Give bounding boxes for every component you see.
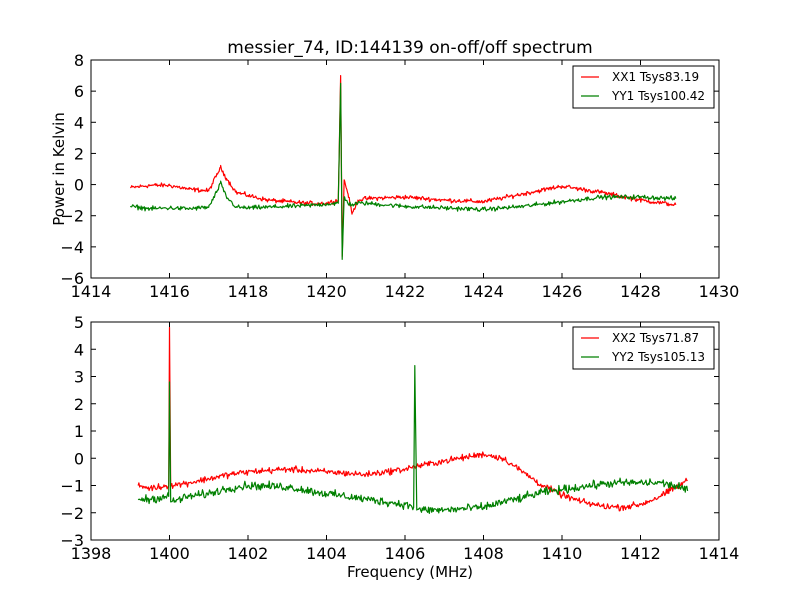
y-tick-label: 4: [74, 340, 84, 359]
x-tick-label: 1428: [620, 282, 661, 301]
series-line-xx2: [137, 326, 688, 512]
x-tick-label: 1424: [463, 282, 504, 301]
legend-box: [572, 65, 715, 109]
y-tick-label: −6: [60, 269, 84, 288]
legend-label-yy1: YY1 Tsys100.42: [611, 89, 705, 103]
plot-area-bottom: [137, 326, 689, 515]
y-axis-label: Power in Kelvin: [50, 112, 68, 226]
y-tick-label: 0: [74, 176, 84, 195]
x-axis-label: Frequency (MHz): [347, 563, 473, 581]
subplot-top: messier_74, ID:144139 on-off/off spectru…: [50, 38, 739, 301]
y-tick-label: −2: [60, 504, 84, 523]
x-tick-label: 1404: [306, 544, 347, 563]
y-tick-labels-bottom: −3 −2 −1 0 1 2 3 4 5: [60, 313, 84, 550]
x-tick-label: 1410: [542, 544, 583, 563]
x-tick-label: 1408: [463, 544, 504, 563]
legend-box: [572, 326, 715, 370]
series-line-xx1: [130, 74, 677, 257]
y-tick-label: 2: [74, 395, 84, 414]
x-tick-labels-bottom: 1398 1400 1402 1404 1406 1408 1410 1412 1414: [71, 544, 740, 563]
x-tick-label: 1414: [699, 544, 740, 563]
y-tick-label: 5: [74, 313, 84, 332]
x-tick-label: 1430: [699, 282, 740, 301]
x-tick-label: 1418: [228, 282, 269, 301]
x-tick-label: 1412: [620, 544, 661, 563]
legend-bottom: XX2 Tsys71.87 YY2 Tsys105.13: [572, 326, 715, 370]
plot-area-top: [129, 74, 677, 260]
y-tick-label: 8: [74, 51, 84, 70]
y-tick-label: 6: [74, 82, 84, 101]
series-line-yy2: [137, 365, 689, 515]
x-tick-label: 1402: [228, 544, 269, 563]
ticks-top: [90, 59, 720, 279]
x-tick-label: 1406: [385, 544, 426, 563]
y-tick-label: −1: [60, 477, 84, 496]
x-tick-label: 1422: [385, 282, 426, 301]
y-tick-label: −3: [60, 531, 84, 550]
y-tick-label: 4: [74, 113, 84, 132]
series-line-yy1: [129, 82, 677, 260]
legend-label-xx2: XX2 Tsys71.87: [612, 331, 699, 345]
ticks-bottom: [90, 321, 720, 541]
y-tick-label: 0: [74, 449, 84, 468]
y-tick-label: 2: [74, 144, 84, 163]
legend-top: XX1 Tsys83.19 YY1 Tsys100.42: [572, 65, 715, 109]
chart-title: messier_74, ID:144139 on-off/off spectru…: [227, 38, 592, 58]
y-tick-label: −2: [60, 207, 84, 226]
x-tick-label: 1420: [306, 282, 347, 301]
y-tick-label: 3: [74, 368, 84, 387]
x-tick-label: 1416: [149, 282, 190, 301]
x-tick-labels-top: 1414 1416 1418 1420 1422 1424 1426 1428 1430: [71, 282, 740, 301]
subplot-bottom: 1398 1400 1402 1404 1406 1408 1410 1412 1414 −3−…: [60, 313, 739, 581]
legend-label-yy2: YY2 Tsys105.13: [611, 350, 705, 364]
y-tick-labels-top: −6 −4 −2 0 2 4 6 8: [60, 51, 84, 288]
y-tick-label: 1: [74, 422, 84, 441]
legend-label-xx1: XX1 Tsys83.19: [612, 70, 699, 84]
x-tick-label: 1398: [71, 544, 112, 563]
x-tick-label: 1426: [542, 282, 583, 301]
x-tick-label: 1400: [149, 544, 190, 563]
y-tick-label: −4: [60, 238, 84, 257]
x-tick-label: 1414: [71, 282, 112, 301]
